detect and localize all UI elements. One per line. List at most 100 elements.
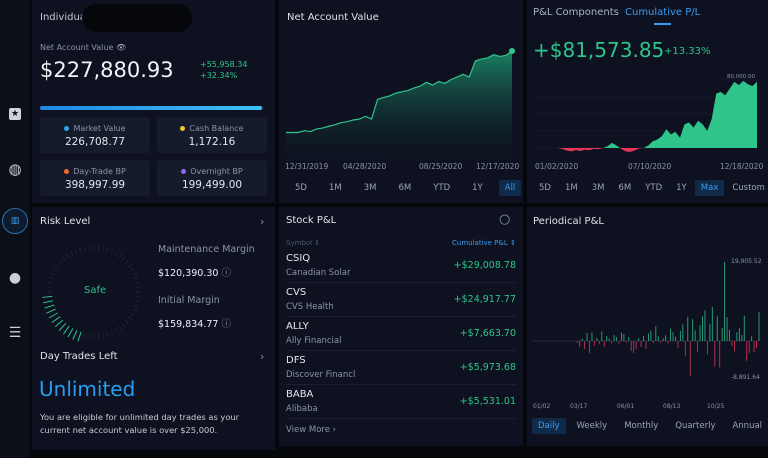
stock-pl-value: +$5,973.68: [459, 362, 516, 373]
search-icon[interactable]: ○: [499, 212, 511, 227]
x-tick: 01/02: [533, 403, 551, 410]
gauge-tick: [49, 277, 55, 280]
range-daily[interactable]: Daily: [532, 418, 566, 434]
allocation-bar: [40, 106, 264, 110]
tab-cumulative-pl[interactable]: Cumulative P/L: [625, 7, 701, 18]
risk-status: Safe: [84, 285, 107, 296]
account-name: Individual: [40, 12, 89, 23]
gauge-tick: [132, 272, 138, 276]
gauge-tick: [135, 286, 141, 289]
planet-icon[interactable]: ◍: [8, 160, 22, 178]
range-5d[interactable]: 5D: [295, 183, 307, 193]
gauge-tick: [58, 260, 64, 265]
pl-range-selector: 5D 1M 3M 6M YTD 1Y Max Custom: [533, 180, 768, 196]
menu-icon[interactable]: ☰: [8, 325, 22, 341]
stock-symbol: DFS: [286, 355, 306, 366]
chevron-right-icon[interactable]: ›: [260, 350, 265, 363]
x-tick: 06/01: [617, 403, 635, 410]
stock-row[interactable]: CSIQ Canadian Solar +$29,008.78: [286, 250, 516, 283]
gauge-tick: [106, 331, 109, 337]
info-icon[interactable]: ⓘ: [221, 268, 231, 279]
gauge-tick: [130, 312, 135, 316]
chat-icon[interactable]: ●: [8, 270, 22, 286]
risk-gauge: [42, 245, 141, 342]
risk-title: Risk Level: [40, 216, 91, 227]
stock-symbol: CVS: [286, 287, 307, 298]
stock-name: Alibaba: [286, 404, 318, 414]
sidebar: ★ ◍ ▥ ● ☰: [0, 0, 30, 458]
gauge-tick: [135, 295, 141, 298]
gauge-tick: [127, 316, 133, 321]
range-monthly[interactable]: Monthly: [624, 421, 659, 431]
gauge-tick: [106, 247, 109, 253]
x-tick: 12/18/2020: [720, 162, 764, 171]
stock-pl-panel: [279, 207, 523, 446]
star-icon[interactable]: ★: [9, 108, 21, 120]
initial-margin-label: Initial Margin: [158, 295, 220, 306]
day-trades-note: You are eligible for unlimited day trade…: [40, 412, 240, 435]
pl-negative-area: [535, 148, 757, 152]
nav-change-abs: +55,958.34: [200, 60, 248, 69]
stock-pl-value: +$29,008.78: [453, 260, 516, 271]
stock-pl-value: +$5,531.01: [459, 396, 516, 407]
gauge-tick: [132, 308, 138, 312]
range-3m[interactable]: 3M: [363, 183, 377, 193]
x-tick: 12/17/2020: [476, 162, 520, 171]
range-max[interactable]: Max: [694, 180, 725, 196]
range-annual[interactable]: Annual: [732, 421, 763, 431]
chevron-right-icon[interactable]: ›: [260, 215, 265, 228]
stock-row[interactable]: DFS Discover Financl +$5,973.68: [286, 352, 516, 385]
range-3m[interactable]: 3M: [591, 183, 605, 193]
gauge-tick: [65, 253, 70, 259]
range-all[interactable]: All: [498, 180, 522, 196]
range-ytd[interactable]: YTD: [645, 183, 663, 193]
day-trades-title: Day Trades Left: [40, 351, 118, 362]
range-5d[interactable]: 5D: [539, 183, 551, 193]
range-custom[interactable]: Custom: [732, 183, 765, 193]
cumulative-pl-column-header[interactable]: Cumulative P&L ⇕: [452, 239, 516, 247]
maintenance-margin-value: $120,390.30 ⓘ: [158, 268, 231, 279]
gauge-tick: [50, 272, 56, 276]
gauge-tick: [55, 263, 61, 268]
cumulative-pl-pct: +13.33%: [664, 46, 711, 57]
symbol-column-header[interactable]: Symbol ⇕: [286, 239, 321, 247]
gauge-tick: [83, 332, 86, 339]
y-tick: 80,000.00: [727, 74, 755, 80]
gauge-tick: [121, 256, 126, 262]
stock-row[interactable]: BABA Alibaba +$5,531.01: [286, 386, 516, 419]
range-6m[interactable]: 6M: [618, 183, 632, 193]
range-quarterly[interactable]: Quarterly: [675, 421, 716, 431]
range-1y[interactable]: 1Y: [472, 183, 483, 193]
range-1m[interactable]: 1M: [328, 183, 342, 193]
stock-row[interactable]: ALLY Ally Financial +$7,663.70: [286, 318, 516, 351]
stock-symbol: CSIQ: [286, 253, 311, 264]
tab-pl-components[interactable]: P&L Components: [533, 7, 619, 18]
gauge-tick: [133, 277, 139, 280]
gauge-tick: [42, 295, 53, 298]
periodical-pl-panel: Periodical P&L 19,905.52 -8,891.64 01/02…: [527, 207, 768, 446]
eye-icon[interactable]: 👁: [115, 43, 127, 52]
gauge-tick: [127, 263, 133, 268]
info-icon[interactable]: ⓘ: [221, 319, 231, 330]
risk-gauge-icon[interactable]: ▥: [0, 208, 30, 234]
stock-row[interactable]: CVS CVS Health +$24,917.77: [286, 284, 516, 317]
range-1y[interactable]: 1Y: [676, 183, 687, 193]
gauge-tick: [67, 328, 74, 338]
range-ytd[interactable]: YTD: [433, 183, 451, 193]
range-weekly[interactable]: Weekly: [576, 421, 608, 431]
periodical-range-selector: Daily Weekly Monthly Quarterly Annual: [532, 418, 768, 434]
nav-last-point: [509, 48, 515, 54]
range-1m[interactable]: 1M: [564, 183, 578, 193]
gauge-tick: [44, 304, 55, 309]
nav-chart: [286, 48, 515, 158]
stock-symbol: ALLY: [286, 321, 309, 332]
maintenance-margin-label: Maintenance Margin: [158, 244, 255, 255]
gauge-tick: [79, 247, 82, 253]
gauge-tick: [97, 333, 100, 339]
gauge-tick: [134, 300, 141, 303]
gauge-tick: [110, 330, 114, 336]
view-more-link[interactable]: View More ›: [286, 425, 337, 435]
gauge-tick: [124, 319, 130, 324]
range-6m[interactable]: 6M: [398, 183, 412, 193]
nav-label: Net Account Value 👁: [40, 43, 127, 52]
